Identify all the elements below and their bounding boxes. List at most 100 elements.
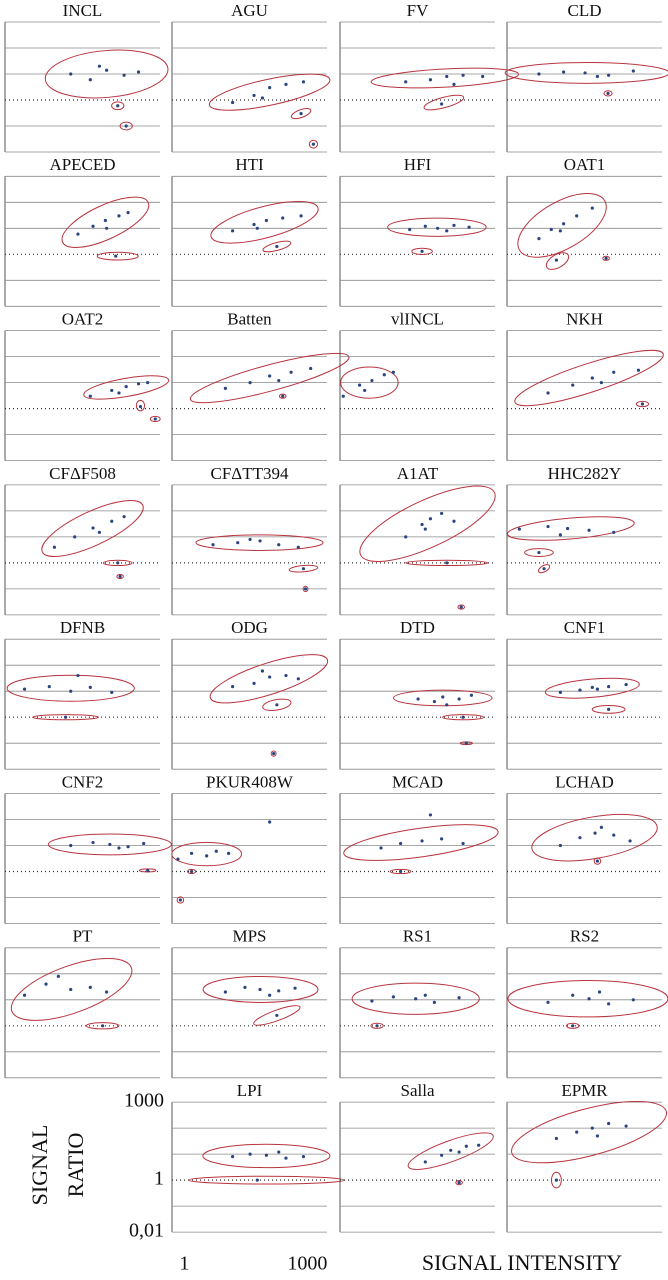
data-point: [477, 1143, 481, 1147]
data-point: [612, 833, 616, 837]
data-point: [562, 222, 566, 226]
cluster-ellipse: [566, 1022, 580, 1029]
cluster-ellipse: [270, 750, 277, 757]
panel-title: Batten: [227, 310, 272, 329]
data-point: [136, 382, 141, 386]
panel-title: LCHAD: [555, 772, 614, 791]
data-point: [105, 990, 109, 994]
cluster-ellipse: [176, 896, 185, 904]
panel-title: CFΔTT394: [211, 464, 289, 483]
data-point: [281, 394, 285, 398]
data-point: [583, 71, 587, 75]
data-point: [558, 533, 562, 537]
panel-title: CNF1: [564, 618, 606, 637]
data-point: [122, 73, 126, 77]
cluster-ellipse: [537, 564, 551, 574]
panel-title: APECED: [49, 155, 115, 174]
data-point: [301, 1155, 306, 1159]
panel-title: CLD: [568, 1, 602, 20]
data-point: [223, 386, 227, 390]
cluster-ellipse: [514, 349, 664, 407]
panel-title: Salla: [401, 1081, 435, 1100]
cluster-ellipse: [343, 824, 499, 861]
data-point: [445, 703, 449, 707]
data-point: [341, 394, 345, 398]
data-point: [252, 222, 256, 227]
data-point: [47, 685, 51, 689]
data-point: [124, 124, 128, 128]
data-point: [230, 1155, 235, 1159]
data-point: [299, 111, 303, 116]
data-point: [571, 993, 575, 997]
cluster-ellipse: [253, 1005, 301, 1026]
data-point: [97, 64, 102, 68]
data-point: [124, 385, 128, 389]
data-point: [461, 715, 465, 719]
panel-title: HHC282Y: [548, 464, 622, 483]
cluster-ellipse: [288, 564, 319, 573]
data-point: [612, 370, 616, 374]
data-point: [445, 561, 449, 565]
data-point: [63, 715, 68, 719]
panel: HTI: [171, 155, 327, 307]
data-point: [176, 857, 180, 861]
data-point: [452, 223, 456, 227]
data-point: [230, 685, 235, 689]
cluster-ellipse: [83, 375, 170, 400]
data-point: [114, 254, 118, 258]
data-point: [457, 996, 461, 1000]
panel: FV: [339, 1, 520, 153]
data-point: [457, 697, 461, 701]
panel: PKUR408W: [171, 772, 327, 924]
cluster-ellipse: [85, 1022, 120, 1030]
data-point: [537, 550, 541, 555]
cluster-ellipse: [210, 201, 319, 244]
data-point: [370, 378, 374, 383]
cluster-ellipse: [545, 252, 570, 270]
cluster-ellipse: [6, 674, 135, 702]
cluster-ellipse: [41, 500, 144, 557]
panel: CLD: [504, 1, 668, 153]
data-point: [275, 703, 279, 707]
data-point: [631, 998, 635, 1002]
data-point: [91, 526, 95, 530]
data-point: [108, 842, 112, 847]
data-point: [363, 388, 367, 393]
data-point: [590, 685, 594, 690]
cluster-ellipse: [393, 689, 493, 707]
data-point: [277, 1150, 281, 1154]
data-point: [22, 993, 27, 997]
data-point: [178, 898, 182, 902]
data-point: [428, 813, 433, 817]
data-point: [440, 837, 444, 841]
cluster-ellipse: [457, 604, 465, 610]
data-point: [296, 545, 300, 549]
data-point: [604, 256, 608, 260]
data-point: [420, 249, 424, 253]
cluster-ellipse: [370, 1022, 384, 1029]
data-point: [481, 74, 485, 79]
data-point: [595, 74, 600, 79]
cluster-ellipse: [635, 400, 650, 408]
data-point: [277, 378, 281, 383]
data-point: [452, 82, 456, 86]
x-tick-label: 1: [179, 1253, 189, 1275]
data-point: [205, 854, 209, 858]
data-point: [272, 751, 276, 756]
cluster-ellipse: [340, 366, 399, 399]
panel: CNF1: [506, 618, 662, 770]
data-point: [189, 851, 194, 855]
data-point: [441, 695, 445, 699]
data-point: [391, 995, 395, 999]
panel: vlINCL: [339, 310, 495, 462]
data-point: [255, 1178, 259, 1182]
cluster-ellipse: [116, 573, 124, 580]
data-point: [440, 511, 444, 516]
panel-title: ODG: [231, 618, 268, 637]
data-point: [252, 681, 256, 685]
data-point: [22, 687, 27, 691]
data-point: [459, 605, 463, 609]
panel-title: CFΔF508: [49, 464, 116, 483]
data-point: [423, 1160, 427, 1164]
cluster-ellipse: [517, 192, 607, 258]
